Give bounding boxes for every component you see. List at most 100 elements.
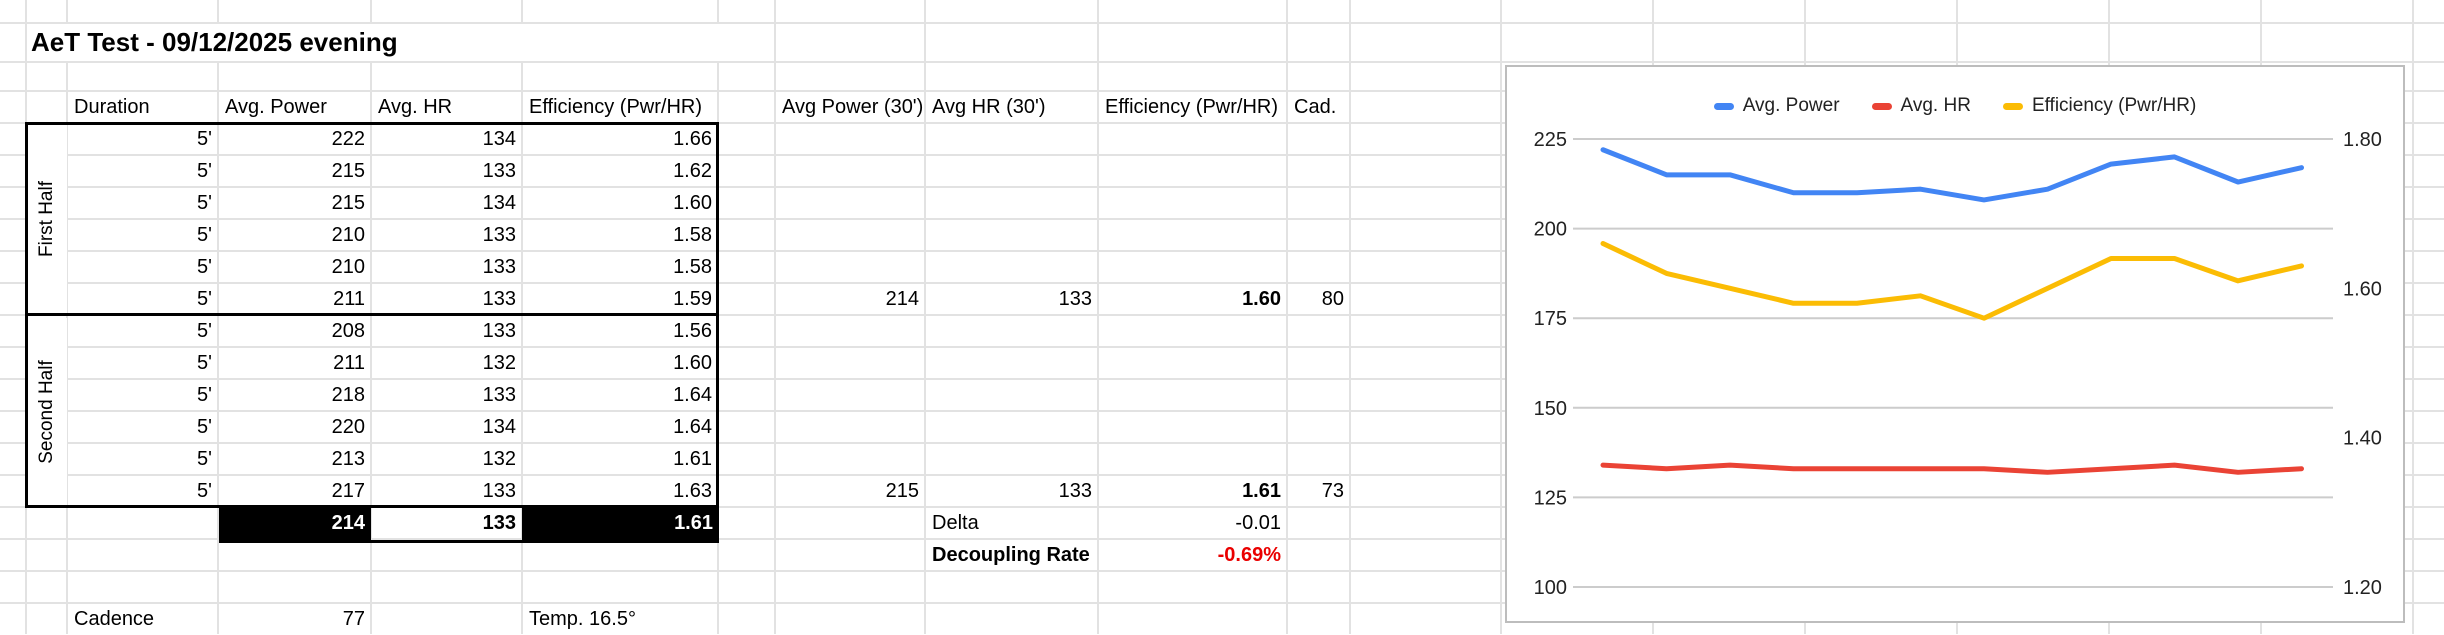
interval-efficiency-cell[interactable]: 1.58 [673,224,712,246]
interval-duration-cell[interactable]: 5' [197,256,212,278]
decoupling-rate-label[interactable]: Decoupling Rate [932,544,1090,566]
interval-hr-cell[interactable]: 133 [482,320,516,342]
interval-efficiency-cell[interactable]: 1.59 [673,288,712,310]
interval-hr-cell[interactable]: 134 [482,416,516,438]
legend-swatch-icon [1871,102,1892,110]
header-avg-power-30[interactable]: Avg Power (30') [782,96,924,118]
interval-power-cell[interactable]: 220 [331,416,365,438]
interval-power-cell[interactable]: 215 [331,192,365,214]
interval-efficiency-cell[interactable]: 1.63 [673,480,712,502]
chart-left-axis-tick: 200 [1534,219,1567,241]
interval-hr-cell[interactable]: 133 [482,480,516,502]
chart-right-axis-tick: 1.60 [2343,278,2382,300]
first-half-30-cad[interactable]: 80 [1321,288,1344,310]
interval-duration-cell[interactable]: 5' [197,416,212,438]
header-cadence-30[interactable]: Cad. [1294,96,1337,118]
first-half-30-eff[interactable]: 1.60 [1242,288,1281,310]
second-half-30-cad[interactable]: 73 [1321,480,1344,502]
interval-duration-cell[interactable]: 5' [197,480,212,502]
embedded-chart[interactable]: Avg. Power Avg. HR Efficiency (Pwr/HR) 225… [1505,65,2405,623]
chart-legend: Avg. Power Avg. HR Efficiency (Pwr/HR) [1507,95,2403,117]
cadence-label[interactable]: Cadence [74,608,155,630]
chart-series-line [1600,241,2304,321]
interval-efficiency-cell[interactable]: 1.56 [673,320,712,342]
header-avg-power[interactable]: Avg. Power [225,96,327,118]
interval-power-cell[interactable]: 211 [333,288,365,310]
interval-duration-cell[interactable]: 5' [197,320,212,342]
header-avg-hr[interactable]: Avg. HR [378,96,453,118]
interval-power-cell[interactable]: 218 [331,384,365,406]
interval-hr-cell[interactable]: 133 [482,256,516,278]
interval-duration-cell[interactable]: 5' [197,448,212,470]
legend-label: Efficiency (Pwr/HR) [2031,95,2197,116]
interval-duration-cell[interactable]: 5' [197,288,212,310]
half-divider-line [25,313,719,316]
header-avg-hr-30[interactable]: Avg HR (30') [932,96,1046,118]
interval-efficiency-cell[interactable]: 1.58 [673,256,712,278]
interval-hr-cell[interactable]: 134 [482,192,516,214]
band-second-half-label: Second Half [35,359,57,464]
header-efficiency[interactable]: Efficiency (Pwr/HR) [529,96,702,118]
interval-hr-cell[interactable]: 132 [482,448,516,470]
interval-power-cell[interactable]: 210 [331,256,365,278]
chart-series-line [1600,462,2304,475]
interval-efficiency-cell[interactable]: 1.62 [673,160,712,182]
interval-hr-cell[interactable]: 133 [482,224,516,246]
total-efficiency-cell[interactable]: 1.61 [522,507,719,540]
chart-left-axis-tick: 150 [1534,398,1567,420]
interval-efficiency-cell[interactable]: 1.66 [673,128,712,150]
second-half-30-eff[interactable]: 1.61 [1242,480,1281,502]
legend-item: Avg. HR [1871,95,1971,117]
legend-swatch-icon [2002,102,2023,110]
legend-item: Avg. Power [1713,95,1840,117]
interval-efficiency-cell[interactable]: 1.64 [673,384,712,406]
chart-left-axis-tick: 175 [1534,308,1567,330]
interval-hr-cell[interactable]: 133 [482,384,516,406]
band-second-half[interactable]: Second Half [26,318,67,505]
interval-efficiency-cell[interactable]: 1.60 [673,192,712,214]
interval-hr-cell[interactable]: 133 [482,160,516,182]
first-half-30-hr[interactable]: 133 [1058,288,1092,310]
interval-hr-cell[interactable]: 132 [482,352,516,374]
temperature-cell[interactable]: Temp. 16.5° [529,608,636,630]
header-efficiency-30[interactable]: Efficiency (Pwr/HR) [1105,96,1278,118]
interval-power-cell[interactable]: 215 [331,160,365,182]
total-power-cell[interactable]: 214 [219,507,371,540]
interval-power-cell[interactable]: 211 [333,352,365,374]
interval-power-cell[interactable]: 210 [331,224,365,246]
band-first-half[interactable]: First Half [26,125,67,313]
interval-duration-cell[interactable]: 5' [197,192,212,214]
interval-efficiency-cell[interactable]: 1.60 [673,352,712,374]
interval-power-cell[interactable]: 222 [331,128,365,150]
interval-power-cell[interactable]: 208 [331,320,365,342]
total-hr-cell[interactable]: 133 [482,512,516,534]
first-half-30-power[interactable]: 214 [885,288,919,310]
interval-duration-cell[interactable]: 5' [197,352,212,374]
delta-label[interactable]: Delta [932,512,979,534]
sheet-title-cell[interactable]: AeT Test - 09/12/2025 evening [27,24,721,61]
chart-right-axis-tick: 1.40 [2343,428,2382,450]
header-duration[interactable]: Duration [74,96,150,118]
interval-duration-cell[interactable]: 5' [197,160,212,182]
interval-hr-cell[interactable]: 133 [482,288,516,310]
interval-hr-cell[interactable]: 134 [482,128,516,150]
band-first-half-label: First Half [35,181,57,257]
legend-label: Avg. HR [1900,95,1971,116]
second-half-30-power[interactable]: 215 [885,480,919,502]
second-half-30-hr[interactable]: 133 [1058,480,1092,502]
totals-bottom-border [219,540,719,543]
interval-power-cell[interactable]: 217 [331,480,365,502]
chart-right-axis-tick: 1.20 [2343,577,2382,599]
interval-duration-cell[interactable]: 5' [197,128,212,150]
interval-duration-cell[interactable]: 5' [197,384,212,406]
delta-value[interactable]: -0.01 [1235,512,1281,534]
interval-duration-cell[interactable]: 5' [197,224,212,246]
interval-power-cell[interactable]: 213 [331,448,365,470]
legend-item: Efficiency (Pwr/HR) [2002,95,2197,117]
decoupling-rate-value[interactable]: -0.69% [1217,544,1281,566]
cadence-value[interactable]: 77 [342,608,365,630]
interval-efficiency-cell[interactable]: 1.61 [673,448,712,470]
chart-plot: 225 200 175 150 125 100 1.80 1.60 1.40 1.20 [1534,129,2382,599]
interval-efficiency-cell[interactable]: 1.64 [673,416,712,438]
